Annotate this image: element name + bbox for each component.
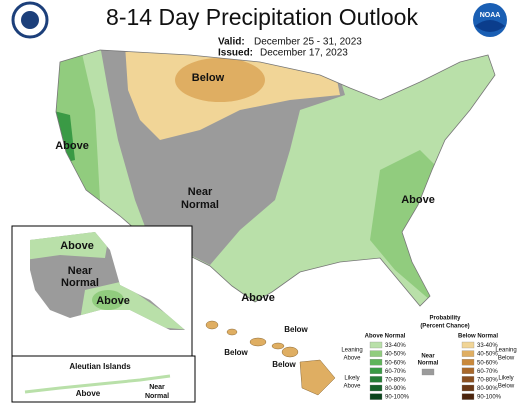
- issued-date: December 17, 2023: [260, 48, 348, 59]
- legend-range: 90-100%: [385, 395, 410, 401]
- map-label: Above: [60, 240, 94, 252]
- aleutian-title: Aleutian Islands: [69, 362, 131, 371]
- legend-group: Likely: [344, 376, 359, 382]
- legend-swatch: [461, 367, 475, 374]
- legend-range: 90-100%: [477, 395, 502, 401]
- legend-swatch: [461, 384, 475, 392]
- aleutian-inset: [11, 355, 196, 403]
- map-label: Near: [68, 265, 93, 277]
- legend-group: Leaning: [341, 348, 362, 354]
- noaa-logo-text: NOAA: [480, 12, 501, 19]
- island: [226, 328, 238, 336]
- doc-logo-center: [21, 11, 39, 29]
- valid-date: December 25 - 31, 2023: [254, 37, 362, 48]
- legend-swatch: [369, 376, 383, 383]
- map-label: Normal: [181, 199, 219, 211]
- legend-swatch: [461, 359, 475, 366]
- map-label: Above: [241, 292, 275, 304]
- legend-swatch: [369, 367, 383, 374]
- legend-range: 33-40%: [477, 343, 498, 349]
- map-label: Below: [284, 325, 308, 334]
- map-label: Above: [76, 389, 101, 398]
- legend-swatch: [369, 393, 383, 400]
- legend-range: 50-60%: [385, 360, 406, 366]
- legend-swatch: [461, 393, 475, 400]
- legend-swatch: [369, 350, 383, 357]
- aleutian-islands: [24, 374, 171, 394]
- island: [281, 346, 299, 358]
- island: [205, 320, 219, 330]
- legend-range: 70-80%: [385, 377, 406, 383]
- island: [299, 359, 336, 396]
- valid-label: Valid:: [218, 37, 245, 48]
- map-label: Above: [55, 140, 89, 152]
- issued-label: Issued:: [218, 48, 253, 59]
- legend-range: 50-60%: [477, 360, 498, 366]
- legend: Probability (Percent Chance) Above Norma…: [341, 316, 516, 401]
- legend-range: 70-80%: [477, 377, 498, 383]
- legend-range: 80-90%: [385, 386, 406, 392]
- map-label: Near: [188, 186, 213, 198]
- legend-swatch: [461, 376, 475, 383]
- legend-group: Leaning: [495, 348, 516, 354]
- legend-heading: Near: [421, 354, 435, 360]
- legend-swatch: [369, 359, 383, 366]
- legend-group: Below: [498, 384, 515, 390]
- map-label: Near: [149, 384, 165, 391]
- map-label: Below: [224, 348, 248, 357]
- above-40-50-area: [92, 290, 124, 310]
- title: 8-14 Day Precipitation Outlook: [106, 4, 418, 30]
- legend-heading: Normal: [418, 361, 439, 367]
- legend-range: 33-40%: [385, 343, 406, 349]
- hawaii: [205, 320, 336, 396]
- legend-group: Above: [343, 356, 361, 362]
- legend-swatch: [421, 368, 435, 376]
- legend-heading: Above Normal: [365, 334, 406, 340]
- legend-heading: Below Normal: [458, 334, 498, 340]
- map-label: Above: [96, 295, 130, 307]
- map-label: Normal: [61, 277, 99, 289]
- legend-group: Above: [343, 384, 361, 390]
- legend-range: 40-50%: [477, 352, 498, 358]
- legend-swatch: [461, 350, 475, 357]
- legend-title: Probability: [429, 316, 461, 322]
- legend-range: 40-50%: [385, 352, 406, 358]
- map-label: Above: [401, 194, 435, 206]
- legend-title: (Percent Chance): [420, 324, 469, 330]
- conus: [56, 50, 495, 306]
- noaa-logo-wave: [475, 20, 505, 32]
- legend-swatch: [461, 341, 475, 349]
- below-40-50-area: [175, 58, 265, 102]
- island: [271, 342, 285, 350]
- map-label: Normal: [145, 393, 169, 400]
- island: [249, 337, 267, 347]
- map-label: Below: [192, 72, 225, 84]
- legend-range: 80-90%: [477, 386, 498, 392]
- map-label: Below: [272, 360, 296, 369]
- legend-swatch: [369, 384, 383, 392]
- legend-group: Likely: [498, 376, 513, 382]
- legend-range: 60-70%: [477, 369, 498, 375]
- above-40-50-southeast: [370, 150, 440, 300]
- legend-group: Below: [498, 356, 515, 362]
- legend-swatch: [369, 341, 383, 349]
- legend-range: 60-70%: [385, 369, 406, 375]
